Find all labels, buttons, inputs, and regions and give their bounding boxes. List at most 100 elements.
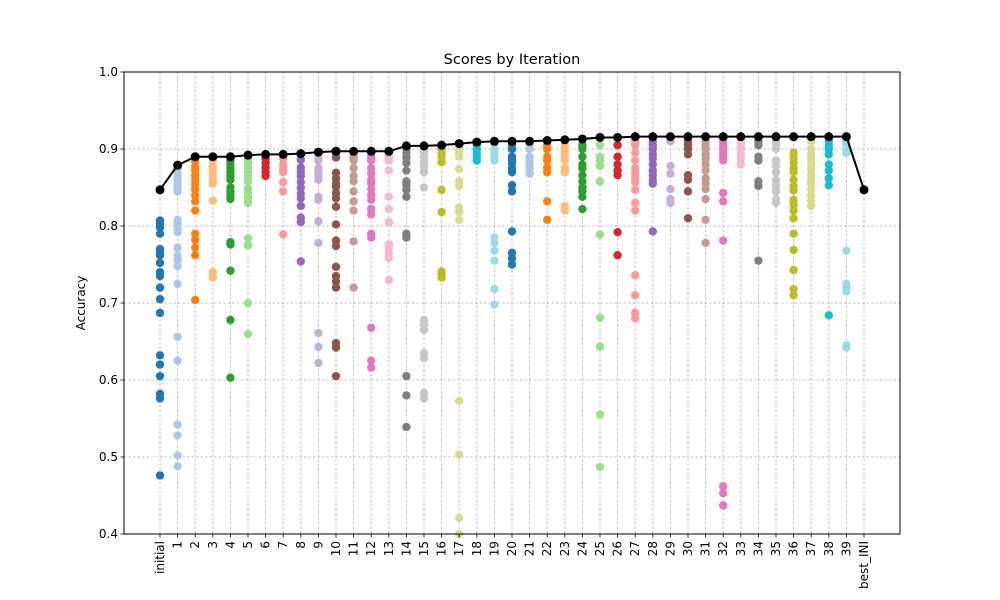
scatter-point (243, 234, 253, 243)
scatter-point (402, 185, 411, 195)
scatter-point (296, 171, 305, 181)
scatter-point (578, 152, 587, 161)
x-tick-label: 19 (487, 541, 501, 556)
scatter-point (631, 314, 640, 323)
y-tick-label: 0.6 (99, 373, 118, 387)
scatter-point (543, 144, 552, 154)
y-tick-label: 0.5 (99, 450, 118, 464)
scatter-point (402, 158, 411, 168)
scatter-point (455, 450, 464, 459)
best-line-point (225, 152, 235, 162)
best-line-point (507, 136, 517, 146)
scatter-point (419, 394, 429, 403)
scatter-point (155, 271, 165, 281)
x-tick-label: 15 (417, 541, 431, 556)
scatter-point (191, 235, 200, 245)
x-tick-label: 17 (452, 541, 466, 556)
scatter-point (648, 179, 657, 188)
scatter-point (367, 233, 376, 242)
best-line-point (701, 132, 711, 142)
scatter-point (824, 180, 833, 190)
scatter-point (173, 279, 182, 288)
scatter-point (824, 166, 833, 175)
x-tick-label: 5 (241, 541, 255, 549)
x-tick-label: 37 (804, 541, 818, 556)
scatter-point (701, 238, 710, 248)
scatter-point (296, 194, 305, 203)
scatter-point (173, 451, 182, 460)
scatter-point (367, 356, 376, 365)
x-tick-label: 7 (276, 541, 290, 549)
scatter-point (367, 363, 376, 372)
scatter-point (701, 160, 710, 169)
scatter-point (155, 308, 165, 318)
y-tick-label: 0.8 (99, 219, 118, 233)
x-tick-label: 11 (347, 541, 361, 556)
scatter-point (155, 394, 165, 403)
scatter-point (155, 471, 165, 480)
scatter-point (155, 229, 165, 238)
scatter-point (226, 315, 235, 325)
best-line-point (718, 132, 728, 142)
best-line-point (753, 132, 763, 142)
scatter-point (331, 371, 341, 381)
x-tick-label: 18 (470, 541, 484, 556)
scatter-point (437, 207, 446, 217)
y-tick-label: 0.9 (99, 142, 118, 156)
scatter-point (384, 166, 393, 175)
scatter-point (155, 294, 165, 304)
scatter-point (191, 295, 200, 305)
x-tick-label: 31 (699, 541, 713, 556)
scatter-point (578, 204, 587, 214)
scatter-point (595, 410, 605, 419)
best-line-point (454, 139, 464, 149)
best-line-point (419, 141, 429, 151)
best-line-point (437, 140, 447, 150)
scatter-point (437, 273, 446, 282)
y-axis: 0.4 0.5 0.6 0.7 0.8 0.9 1.0 (99, 65, 124, 541)
best-line-point (472, 137, 482, 147)
scatter-point (789, 167, 798, 177)
x-tick-label: 10 (329, 541, 343, 556)
scatter-point (578, 177, 587, 186)
scatter-point (191, 229, 200, 238)
scatter-point (349, 177, 358, 186)
scatter-point (631, 148, 640, 158)
scatter-point (173, 356, 182, 365)
scatter-point (226, 194, 235, 204)
scatter-point (842, 148, 851, 158)
scatter-point (243, 329, 253, 338)
scatter-point (789, 229, 798, 238)
scatter-point (648, 227, 657, 236)
x-axis: initial 1 2 3 4 5 6 7 8 9 10 11 12 13 14 15 16 17 18 19 20 21… (153, 534, 871, 589)
best-line-point (401, 141, 411, 151)
scatter-point (419, 325, 429, 335)
scatter-point (367, 169, 376, 178)
scatter-point (314, 217, 323, 226)
best-line-point (841, 132, 851, 142)
scatter-point (261, 171, 270, 181)
scatter-point (191, 206, 200, 215)
scatter-point (631, 185, 640, 195)
scatter-point (631, 206, 640, 215)
scatter-point (490, 300, 499, 309)
scatter-point (331, 277, 341, 286)
scatter-point (719, 188, 728, 198)
scatter-point (455, 152, 464, 161)
scatter-point (367, 210, 376, 219)
best-line-point (560, 135, 570, 145)
scatter-point (208, 273, 217, 282)
scatter-point (771, 161, 781, 171)
scatter-point (507, 187, 517, 196)
scatter-point (314, 328, 323, 338)
scatter-point (543, 156, 552, 165)
scatter-point (842, 246, 851, 255)
x-tick-label: 35 (769, 541, 783, 556)
scatter-point (367, 195, 376, 205)
scatter-point (771, 187, 781, 196)
scatter-point (243, 241, 253, 250)
scatter-point (683, 150, 693, 159)
scatter-point (754, 156, 763, 165)
scatter-point (631, 291, 640, 300)
scatter-point (824, 174, 833, 183)
